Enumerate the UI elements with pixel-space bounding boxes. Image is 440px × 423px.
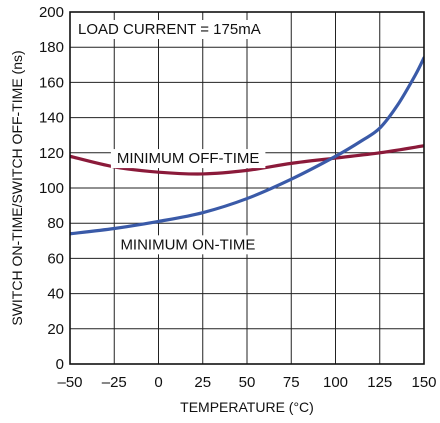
x-tick-label: 150 (411, 374, 436, 391)
x-tick-label: 75 (283, 374, 300, 391)
x-tick-label: 25 (194, 374, 211, 391)
y-tick-label: 0 (56, 356, 64, 373)
y-tick-label: 20 (47, 321, 64, 338)
x-tick-label: 100 (323, 374, 348, 391)
x-tick-label: 0 (154, 374, 162, 391)
y-tick-label: 80 (47, 215, 64, 232)
condition-label-box (72, 20, 267, 39)
y-axis-label: SWITCH ON-TIME/SWITCH OFF-TIME (ns) (9, 50, 25, 325)
off-time-label-box (110, 149, 266, 169)
x-tick-label: 50 (239, 374, 256, 391)
grid (69, 11, 425, 365)
y-tick-label: 180 (39, 39, 64, 56)
x-axis-label: TEMPERATURE (°C) (180, 399, 314, 415)
condition-label: LOAD CURRENT = 175mA (78, 21, 261, 38)
x-tick-label: –25 (102, 374, 127, 391)
off-time-label: MINIMUM OFF-TIME (117, 150, 259, 167)
series-line-on-time (70, 56, 424, 236)
on-time-label-box (115, 235, 261, 255)
y-tick-labels: 0 20 40 60 80 100 120 140 160 180 200 (39, 4, 64, 373)
y-tick-label: 60 (47, 250, 64, 267)
y-tick-label: 40 (47, 286, 64, 303)
series-layer (70, 56, 424, 236)
x-tick-label: –50 (57, 374, 82, 391)
y-tick-label: 140 (39, 110, 64, 127)
on-time-label: MINIMUM ON-TIME (120, 236, 255, 253)
plot-frame (69, 11, 425, 365)
y-tick-label: 120 (39, 145, 64, 162)
series-line-off-time (70, 144, 424, 176)
x-tick-labels: –50 –25 0 25 50 75 100 125 150 (57, 374, 436, 391)
x-tick-label: 125 (367, 374, 392, 391)
y-tick-label: 160 (39, 74, 64, 91)
y-tick-label: 100 (39, 180, 64, 197)
y-tick-label: 200 (39, 4, 64, 21)
